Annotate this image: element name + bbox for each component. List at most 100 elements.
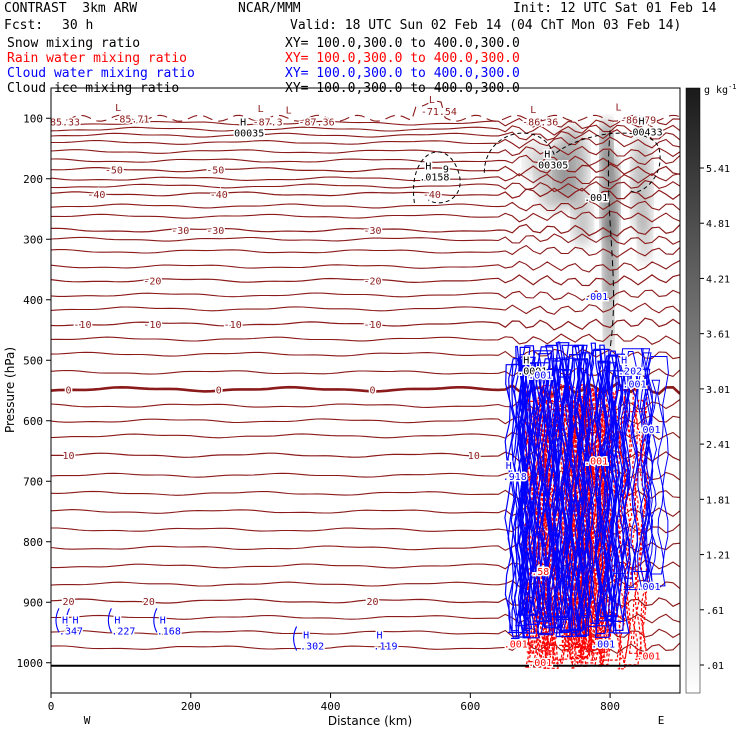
storm-contour	[586, 349, 604, 624]
contour-value-label: .001	[591, 640, 615, 651]
cloud-water-contour	[55, 608, 60, 633]
field-name-cloudwater: Cloud water mixing ratio	[7, 66, 195, 81]
x-tick-label: 600	[460, 700, 480, 713]
high-marker: H	[62, 615, 68, 626]
storm-contour	[523, 362, 545, 625]
isotherm-line	[51, 523, 680, 536]
extremum-value: .227	[111, 626, 135, 637]
storm-contour	[587, 342, 602, 628]
contour-value-label: .001	[528, 658, 552, 669]
snow-plume	[601, 151, 620, 242]
low-marker: L	[258, 104, 264, 115]
extremum-value: 00433	[633, 127, 663, 138]
isotherm-line	[51, 163, 680, 177]
center-label: NCAR/MMM	[238, 1, 301, 16]
colorbar-label: 1.21	[706, 551, 730, 562]
isotherm-label: -30	[363, 226, 381, 237]
colorbar: g kg-1 5.41 4.81 4.21 3.61 3.01 2.41 1.81 1.21.…	[685, 83, 737, 694]
storm-contour	[646, 356, 669, 587]
colorbar-label: 2.41	[706, 440, 730, 451]
isotherm-line	[51, 187, 680, 200]
isotherm-label: 20	[366, 597, 378, 608]
storm-contour	[639, 376, 654, 583]
contour-value-label: .001	[637, 425, 661, 436]
storm-contour	[601, 355, 618, 620]
field-xy-snow: XY= 100.0,300.0 to 400.0,300.0	[285, 36, 520, 51]
tropopause-label: -71.54	[421, 107, 457, 118]
low-marker: L	[530, 105, 536, 116]
isotherm-line	[51, 333, 680, 345]
colorbar-label: 4.81	[706, 219, 730, 230]
high-marker: H	[621, 355, 627, 366]
high-marker: H	[303, 631, 309, 642]
isotherm-line	[51, 365, 680, 379]
tropopause-label: -85.71	[113, 114, 149, 125]
cloud-ice-contour	[607, 130, 615, 349]
isotherm-label: -40	[87, 190, 105, 201]
isotherm-line	[51, 317, 680, 331]
isotherm-label: -50	[105, 166, 123, 177]
y-tick-label: 300	[23, 233, 43, 246]
high-marker: H	[114, 615, 120, 626]
cloud-water-contour	[107, 608, 112, 633]
low-marker: L	[115, 103, 121, 114]
contour-value-label: .001	[637, 582, 661, 593]
isotherm-label: -30	[171, 226, 189, 237]
isotherm-line	[51, 289, 680, 302]
low-marker: L	[615, 102, 621, 113]
storm-contour	[530, 350, 554, 622]
contour-labels: -50 -50 -40 -40 -40 -30 -30 -30 -20 -20 -10 -10 -10 -…	[48, 94, 664, 671]
high-marker: H	[376, 631, 382, 642]
contour-value-label: .001	[623, 379, 647, 390]
storm-contour	[576, 372, 593, 637]
storm-contour	[525, 368, 536, 619]
cloud-ice-contour	[483, 132, 661, 193]
storm-contour	[561, 344, 585, 631]
field-name-rain: Rain water mixing ratio	[7, 51, 188, 66]
high-marker: H	[506, 461, 512, 472]
x-tick-label: 800	[600, 700, 620, 713]
high-marker: H	[72, 615, 78, 626]
high-marker: H	[160, 615, 166, 626]
isotherm-label: 10	[468, 451, 480, 462]
contour-value-label: .001	[584, 292, 608, 303]
x-tick-label: 200	[181, 700, 201, 713]
isotherm-label: -40	[423, 190, 441, 201]
x-tick-label: 0	[48, 700, 55, 713]
tropopause-label: -87.3	[253, 117, 283, 128]
extremum-value: .918	[503, 472, 527, 483]
high-marker: H	[639, 116, 645, 127]
snow-shading	[523, 119, 653, 353]
plot-area: -50 -50 -40 -40 -40 -30 -30 -30 -20 -20 -10 -10 -10 -…	[48, 87, 681, 694]
isotherm-line	[51, 210, 680, 223]
tropopause-label: -87.36	[299, 117, 335, 128]
y-tick-label: 400	[23, 294, 43, 307]
isotherm-label: -50	[206, 166, 224, 177]
storm-contour	[569, 396, 591, 647]
extremum-value: 00035	[234, 129, 264, 140]
snow-plume	[631, 134, 652, 235]
isotherm-line	[51, 154, 680, 167]
high-marker: H	[544, 150, 550, 161]
isotherm-line	[51, 429, 680, 443]
isotherm-label: 20	[62, 597, 74, 608]
contour-value-label: .001	[584, 456, 608, 467]
isotherm-label: 0	[216, 385, 222, 396]
extremum-value: .347	[59, 626, 83, 637]
storm-contour	[518, 369, 536, 638]
isotherm-line	[51, 244, 680, 258]
storm-contour	[612, 373, 631, 574]
colorbar-label: 4.21	[706, 274, 730, 285]
fcst-value: 30 h	[62, 18, 94, 33]
isotherm-line	[51, 469, 680, 481]
plot-frame	[50, 87, 681, 694]
colorbar-ramp	[685, 87, 701, 694]
contour-value-label: .001	[584, 193, 608, 204]
tropopause-label: -86.36	[522, 117, 558, 128]
high-marker: H	[425, 162, 431, 173]
isotherm-line	[51, 145, 680, 158]
isotherm-line	[51, 199, 680, 212]
storm-contour	[590, 348, 611, 622]
y-tick-label: 500	[23, 354, 43, 367]
